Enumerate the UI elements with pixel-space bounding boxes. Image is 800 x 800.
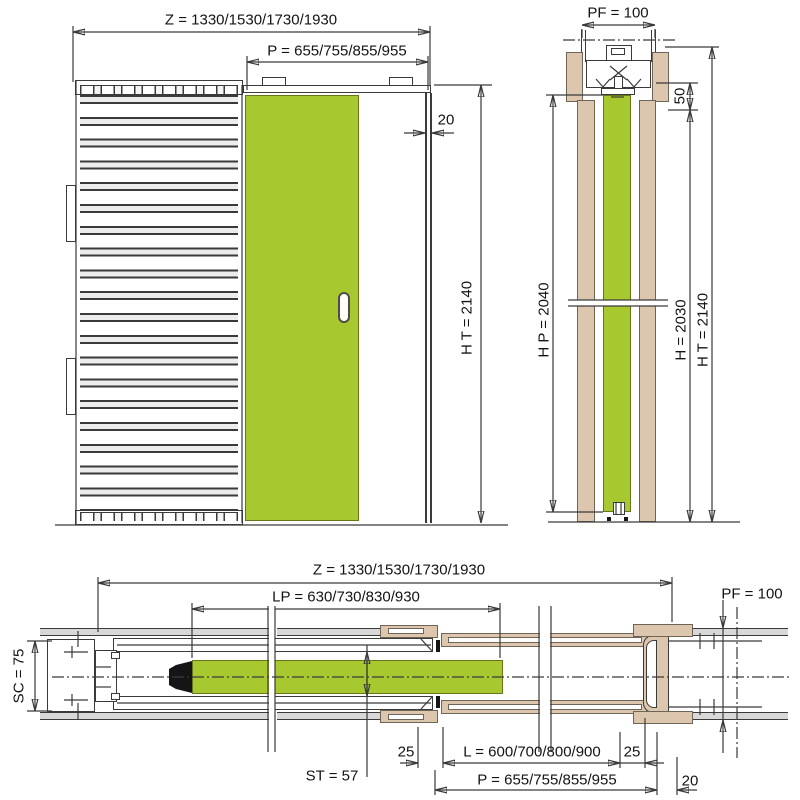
dim-label-ht-front: H T = 2140	[458, 280, 476, 356]
rail-end-stop	[436, 640, 440, 652]
dim-label-lp-plan: LP = 630/730/830/930	[272, 588, 420, 606]
sliding-track	[243, 85, 431, 93]
head-lining-core	[448, 637, 642, 643]
door-panel-plan	[192, 660, 503, 694]
wall-face-strip	[277, 712, 380, 720]
strike-jamb-flange	[633, 711, 693, 724]
pocket-end-post	[95, 650, 117, 702]
lintel-timber-left	[566, 52, 583, 102]
mouth-jamb-slot	[388, 714, 424, 720]
dim-label-pf-section: PF = 100	[587, 4, 649, 22]
pocket-bottom-notches	[80, 512, 238, 521]
wall-face-strip	[668, 712, 788, 720]
dim-label-l-plan: L = 600/700/800/900	[463, 743, 601, 761]
dim-label-25-right-plan: 25	[623, 743, 641, 761]
pocket-top-notches	[80, 85, 238, 94]
jamb-post	[425, 93, 432, 523]
post-flange	[111, 693, 120, 700]
pocket-rail-plan	[113, 638, 433, 652]
rail-end-stop	[436, 696, 440, 708]
track-bracket	[262, 77, 286, 86]
pocket-end-cap	[47, 639, 95, 712]
mouth-jamb-slot	[388, 628, 424, 634]
pocket-slats	[80, 95, 238, 510]
wall-face-strip	[668, 628, 788, 636]
dim-label-sc-plan: SC = 75	[10, 648, 28, 704]
dim-label-20-front: 20	[437, 111, 455, 129]
dim-label-ht-section: H T = 2140	[694, 292, 712, 368]
dim-label-z-front: Z = 1330/1530/1730/1930	[164, 11, 338, 29]
hanger-plate	[601, 88, 635, 95]
dim-label-p-front: P = 655/755/855/955	[267, 42, 407, 60]
dim-label-z-plan: Z = 1330/1530/1730/1930	[312, 561, 486, 579]
ceiling-fixing	[651, 30, 656, 62]
dim-label-pf-plan: PF = 100	[721, 585, 783, 603]
lintel-timber-right	[652, 52, 669, 102]
dim-label-h-section: H = 2030	[672, 299, 690, 361]
dim-label-st-plan: ST = 57	[305, 767, 359, 785]
wall-face-strip	[277, 628, 380, 636]
post-flange	[111, 652, 120, 659]
pocket-rail-plan	[113, 696, 433, 710]
head-lining-core	[448, 704, 642, 710]
dim-label-20-plan: 20	[681, 772, 699, 790]
wall-face-strip	[40, 628, 270, 636]
track-bracket	[389, 77, 413, 86]
flush-pull-handle	[338, 292, 350, 323]
dim-label-25-left-plan: 25	[397, 743, 415, 761]
dim-label-50-section: 50	[671, 87, 689, 105]
strike-jamb-channel	[646, 640, 657, 708]
ceiling-fixing	[581, 30, 586, 62]
track-fixing-screw	[611, 48, 625, 55]
wall-face-strip	[40, 712, 270, 720]
dim-label-hp-section: H P = 2040	[535, 282, 553, 358]
dim-label-p-plan: P = 655/755/855/955	[477, 771, 617, 789]
strike-jamb-flange	[633, 624, 693, 637]
